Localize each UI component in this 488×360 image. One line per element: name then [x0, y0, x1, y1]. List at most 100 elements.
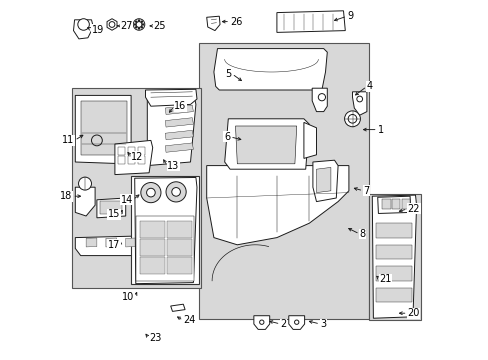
Bar — [199, 43, 368, 319]
Bar — [368, 194, 420, 320]
Polygon shape — [165, 130, 193, 140]
Text: 7: 7 — [363, 186, 369, 196]
Text: 23: 23 — [149, 333, 161, 343]
Bar — [127, 156, 135, 164]
Polygon shape — [106, 238, 117, 247]
Bar — [140, 221, 164, 238]
Bar — [167, 221, 191, 238]
Polygon shape — [224, 119, 309, 169]
Polygon shape — [165, 143, 193, 152]
Polygon shape — [97, 198, 125, 218]
Polygon shape — [288, 316, 304, 329]
Polygon shape — [170, 304, 185, 311]
Polygon shape — [86, 238, 97, 247]
Bar — [100, 201, 122, 214]
Text: 16: 16 — [174, 101, 186, 111]
Circle shape — [141, 21, 142, 22]
Text: 26: 26 — [230, 17, 242, 27]
Polygon shape — [107, 19, 117, 30]
Polygon shape — [235, 126, 296, 164]
Text: 8: 8 — [359, 229, 365, 239]
Text: 14: 14 — [121, 195, 133, 205]
Circle shape — [78, 19, 89, 30]
Text: 3: 3 — [320, 319, 325, 329]
Circle shape — [79, 177, 91, 190]
Circle shape — [171, 188, 180, 196]
Bar — [140, 257, 164, 274]
Polygon shape — [75, 187, 95, 216]
Polygon shape — [73, 20, 93, 39]
Polygon shape — [371, 195, 416, 318]
Text: 21: 21 — [379, 274, 391, 284]
Text: 25: 25 — [153, 21, 165, 31]
Text: 10: 10 — [122, 292, 134, 302]
Polygon shape — [165, 105, 193, 114]
Text: 2: 2 — [280, 319, 286, 329]
Polygon shape — [206, 166, 348, 245]
Polygon shape — [147, 95, 196, 166]
Circle shape — [141, 183, 161, 203]
Bar — [391, 199, 400, 209]
Bar — [375, 245, 411, 259]
Polygon shape — [125, 238, 136, 247]
Polygon shape — [311, 88, 326, 112]
Text: 17: 17 — [108, 240, 120, 250]
Text: 5: 5 — [225, 69, 231, 79]
Text: 27: 27 — [120, 21, 133, 31]
Circle shape — [135, 21, 137, 22]
Bar — [72, 88, 201, 288]
Circle shape — [146, 188, 155, 197]
Circle shape — [318, 94, 325, 101]
Circle shape — [344, 111, 360, 127]
Polygon shape — [115, 140, 152, 175]
Text: 24: 24 — [183, 315, 195, 325]
Circle shape — [134, 24, 136, 25]
Circle shape — [133, 19, 144, 30]
Polygon shape — [276, 11, 345, 32]
Bar — [131, 176, 199, 284]
Bar — [81, 101, 127, 155]
Text: 20: 20 — [407, 308, 419, 318]
Bar — [127, 147, 135, 155]
Polygon shape — [213, 49, 326, 90]
Bar — [375, 288, 411, 302]
Bar — [167, 239, 191, 256]
Bar — [140, 239, 164, 256]
Text: 19: 19 — [91, 24, 103, 35]
Polygon shape — [316, 167, 330, 193]
Polygon shape — [206, 16, 220, 31]
Circle shape — [91, 135, 102, 146]
Polygon shape — [75, 236, 147, 256]
Circle shape — [142, 24, 143, 25]
Polygon shape — [352, 92, 366, 115]
Text: 11: 11 — [62, 135, 75, 145]
Bar — [167, 257, 191, 274]
Circle shape — [141, 27, 142, 28]
Bar — [375, 266, 411, 281]
Text: 4: 4 — [366, 81, 372, 91]
Bar — [118, 147, 125, 155]
Polygon shape — [312, 160, 337, 202]
Bar — [375, 223, 411, 238]
Circle shape — [135, 27, 137, 28]
Polygon shape — [75, 95, 131, 164]
Circle shape — [166, 182, 186, 202]
Text: 9: 9 — [346, 11, 352, 21]
Text: 22: 22 — [407, 204, 419, 214]
Bar — [138, 156, 145, 164]
Text: 18: 18 — [60, 191, 72, 201]
Text: 6: 6 — [224, 132, 230, 142]
Polygon shape — [377, 196, 410, 213]
Circle shape — [138, 20, 140, 21]
Bar — [382, 199, 390, 209]
Polygon shape — [303, 122, 316, 158]
Text: 1: 1 — [377, 125, 383, 135]
Text: 15: 15 — [108, 209, 120, 219]
Bar — [138, 147, 145, 155]
Polygon shape — [145, 89, 197, 106]
Polygon shape — [253, 316, 269, 329]
Polygon shape — [165, 118, 193, 127]
Bar — [136, 216, 194, 281]
Bar — [118, 156, 125, 164]
Bar — [401, 199, 409, 209]
